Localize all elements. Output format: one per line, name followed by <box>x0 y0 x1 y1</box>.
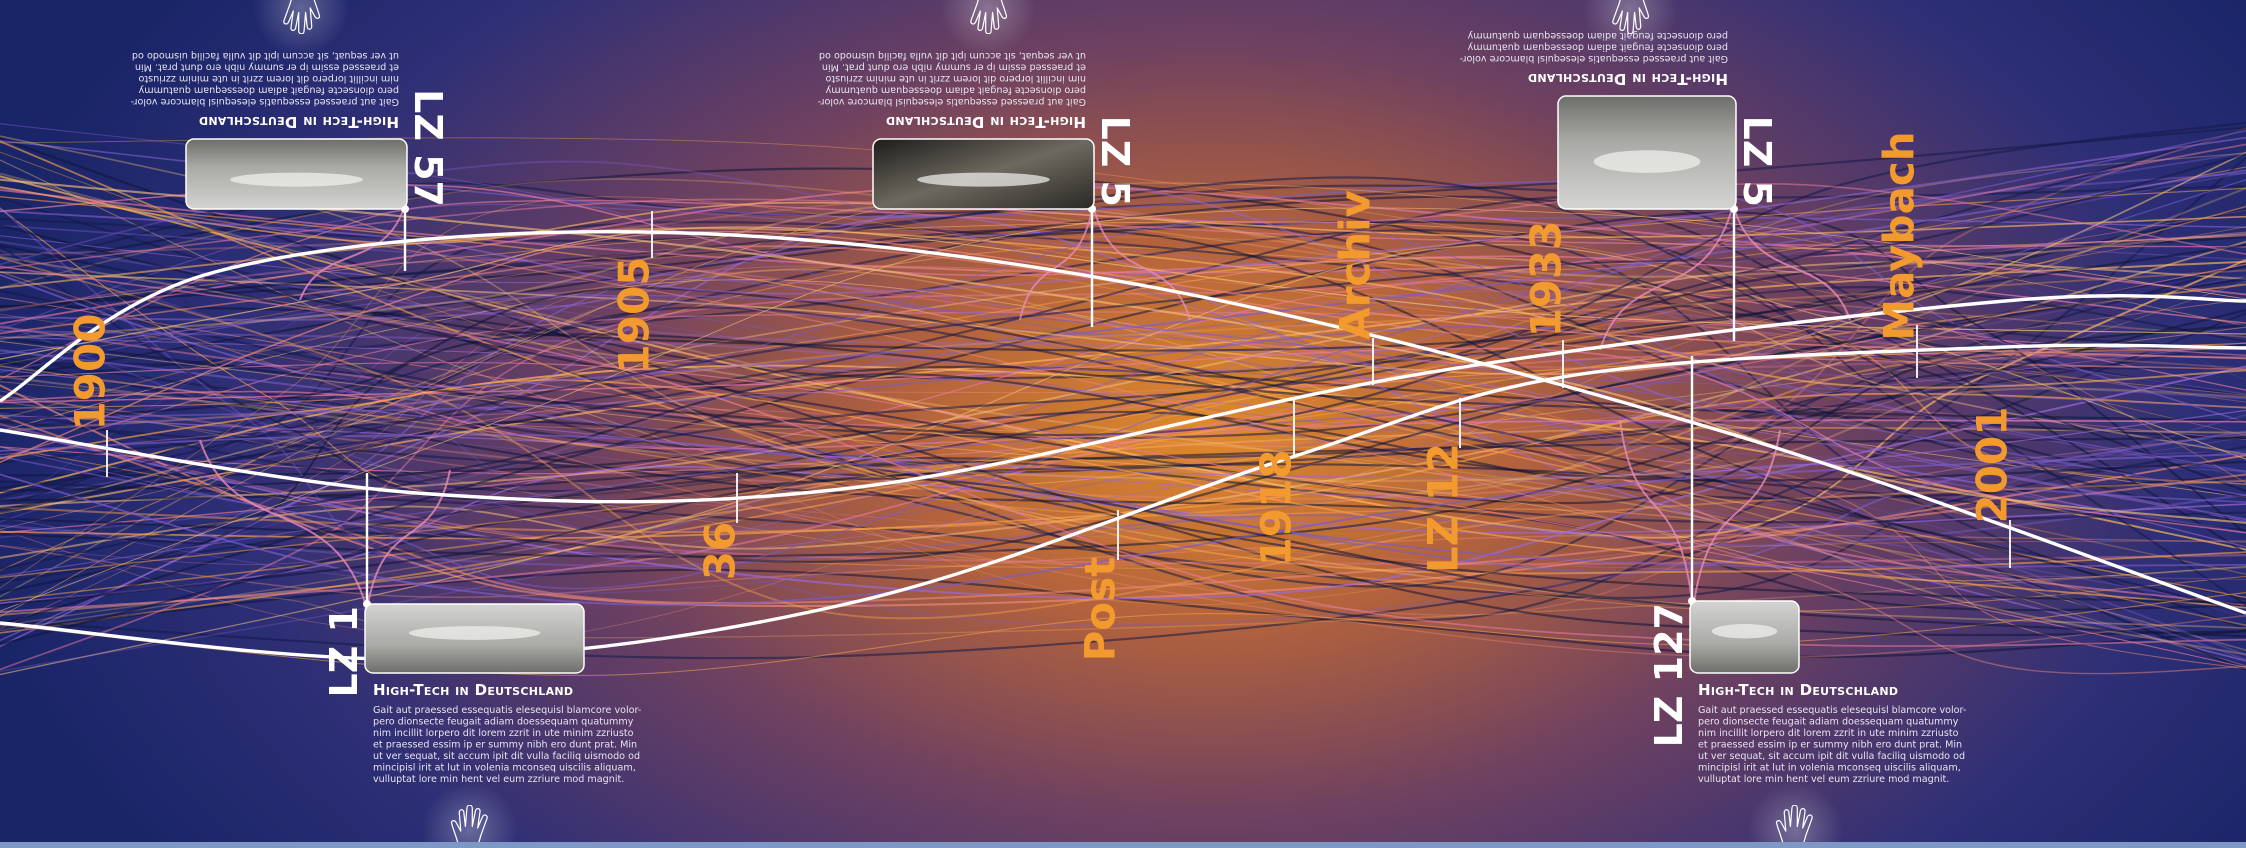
bottom-edge <box>0 842 2246 848</box>
card-body-line: pero dionsecte feugait adiam doessequam … <box>1698 717 1959 728</box>
table-surface: 1900 1905 36 Post 1918 Archiv 1933 LZ 12 Maybach… <box>0 0 2246 848</box>
card-body-line: Gait aut praessed essequatis elesequisl … <box>373 705 641 716</box>
timeline-label[interactable]: 2001 <box>1968 407 2017 524</box>
card-body-line: et praessed essim ip er summy nibh ero d… <box>822 62 1086 73</box>
card-body-line: ut ver sequat, sit accum ipit dit vulla … <box>373 751 640 762</box>
timeline-label[interactable]: Post <box>1076 557 1125 662</box>
page: { "timeline_labels": ["1900", "1905", "3… <box>0 0 2246 848</box>
card-body-line: nim incillit lorpero dit lorem zzrit in … <box>1698 728 1959 739</box>
card-body-line: nim incillit lorpero dit lorem zzrit in … <box>138 73 399 84</box>
card-body-line: ut ver sequat, sit accum ipit dit vulla … <box>1698 751 1965 762</box>
card-label: LZ 127 <box>1647 603 1691 747</box>
card-body-line: mincipisl irit at lut in volenia mconseq… <box>1698 763 1961 774</box>
photo-subject <box>1594 150 1701 173</box>
card-body-line: pero dionsecte feugait adiam doessequam … <box>373 717 634 728</box>
card-body-line: Gait aut praessed essequatis elesequisl … <box>131 96 399 107</box>
card-heading: High-Tech in Deutschland <box>1528 70 1728 88</box>
timeline-label[interactable]: 1933 <box>1522 221 1571 338</box>
card-body-line: Gait aut praessed essequatis elesequisl … <box>818 96 1086 107</box>
card-body-line: pero dionsecte feugait adiam doessequam … <box>1467 42 1728 53</box>
timeline-label[interactable]: 36 <box>696 522 745 580</box>
timeline-label[interactable]: 1900 <box>66 314 115 431</box>
card-body-line: vulluptat lore min hent vel eum zzriure … <box>1698 774 1949 785</box>
card-body-line: nim incillit lorpero dit lorem zzrit in … <box>373 728 634 739</box>
card-label: LZ 1 <box>322 606 366 697</box>
card-label: LZ 57 <box>406 89 450 207</box>
card-label: LZ 5 <box>1735 116 1779 207</box>
card-body-line: Gait aut praessed essequatis elesequisl … <box>1698 705 1966 716</box>
card-body-line: ut ver sequat, sit accum ipit dit vulla … <box>132 50 399 61</box>
card-body-line: pero dionsecte feugait adiam doessequam … <box>138 85 399 96</box>
photo-subject <box>1712 624 1777 638</box>
card-body-line: pero dionsecte feugait adiam doessequam … <box>1467 30 1728 41</box>
card-heading: High-Tech in Deutschland <box>1698 681 1898 699</box>
card-body-line: et praessed essim ip er summy nibh ero d… <box>373 740 637 751</box>
card-body-line: et praessed essim ip er summy nibh ero d… <box>1698 740 1962 751</box>
card-body-line: vulluptat lore min hent vel eum zzriure … <box>373 774 624 785</box>
card-label: LZ 5 <box>1093 116 1137 207</box>
card-body-line: nim incillit lorpero dit lorem zzrit in … <box>825 73 1086 84</box>
timeline-label[interactable]: 1918 <box>1252 450 1301 567</box>
timeline-label[interactable]: LZ 12 <box>1419 443 1468 573</box>
card-heading: High-Tech in Deutschland <box>373 681 573 699</box>
card-body-line: ut ver sequat, sit accum ipit dit vulla … <box>819 50 1086 61</box>
card-body-line: pero dionsecte feugait adiam doessequam … <box>825 85 1086 96</box>
card-heading: High-Tech in Deutschland <box>199 113 399 131</box>
timeline-label[interactable]: 1905 <box>610 257 659 374</box>
photo-subject <box>409 626 540 640</box>
timeline-label[interactable]: Archiv <box>1331 190 1380 340</box>
card-body-line: Gait aut praessed essequatis elesequisl … <box>1460 53 1728 64</box>
photo-subject <box>917 173 1050 187</box>
card-heading: High-Tech in Deutschland <box>886 113 1086 131</box>
photo-subject <box>230 173 363 187</box>
card-body-line: et praessed essim ip er summy nibh ero d… <box>135 62 399 73</box>
timeline-label[interactable]: Maybach <box>1875 131 1924 340</box>
card-body-line: mincipisl irit at lut in volenia mconseq… <box>373 763 636 774</box>
